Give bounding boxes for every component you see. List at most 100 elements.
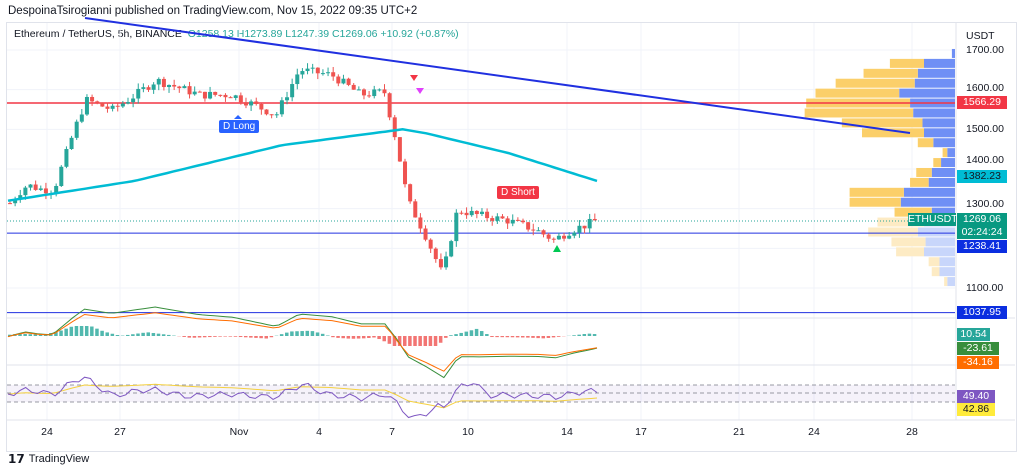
macd-histogram-bar bbox=[105, 332, 109, 336]
volume-profile-up bbox=[891, 237, 926, 247]
volume-profile-down bbox=[900, 197, 955, 207]
candle-body bbox=[346, 78, 351, 85]
candle-body bbox=[315, 67, 320, 74]
macd-histogram-bar bbox=[361, 336, 366, 339]
candle-body bbox=[474, 210, 479, 215]
macd-histogram-bar bbox=[23, 333, 27, 336]
currency-label: USDT bbox=[966, 30, 995, 42]
candle-body bbox=[562, 235, 567, 239]
candle-body bbox=[305, 68, 310, 72]
support-price-tag: 1238.41 bbox=[957, 240, 1007, 253]
candle-body bbox=[377, 89, 382, 91]
volume-profile-up bbox=[944, 277, 948, 287]
macd-histogram-bar bbox=[459, 332, 463, 336]
candle-body bbox=[192, 91, 197, 95]
price-tick: 1100.00 bbox=[966, 282, 1004, 294]
candle-body bbox=[23, 187, 28, 196]
macd-histogram-bar bbox=[28, 334, 33, 336]
candle-body bbox=[341, 78, 346, 84]
candle-body bbox=[202, 91, 207, 99]
candle-body bbox=[403, 161, 408, 185]
volume-profile-up bbox=[863, 68, 918, 78]
volume-profile-down bbox=[924, 247, 955, 257]
symbol-name[interactable]: Ethereum / TetherUS, 5h, BINANCE bbox=[14, 28, 182, 40]
d-short-label: D Short bbox=[497, 186, 539, 199]
candle-body bbox=[310, 67, 315, 69]
candle-body bbox=[84, 96, 89, 115]
candle-body bbox=[79, 114, 84, 122]
macd-histogram-bar bbox=[238, 336, 243, 338]
candle-body bbox=[479, 211, 484, 215]
candle-body bbox=[64, 149, 69, 167]
macd-histogram-bar bbox=[541, 336, 546, 339]
volume-profile-down bbox=[914, 78, 955, 88]
macd-histogram-bar bbox=[531, 336, 535, 338]
candle-body bbox=[515, 219, 520, 221]
price-tick: 1300.00 bbox=[966, 198, 1004, 210]
macd-histogram-bar bbox=[392, 336, 397, 346]
moving-average-line bbox=[7, 128, 598, 202]
macd-histogram-bar bbox=[95, 328, 99, 336]
candle-body bbox=[115, 105, 120, 107]
volume-profile-up bbox=[849, 187, 904, 197]
volume-profile-up bbox=[933, 158, 942, 168]
macd-histogram-bar bbox=[572, 335, 576, 336]
candle-body bbox=[13, 199, 18, 204]
time-axis-label: 4 bbox=[316, 426, 322, 438]
candle-body bbox=[449, 241, 454, 257]
volume-profile-down bbox=[913, 108, 955, 118]
symbol-tag: ETHUSDT bbox=[908, 213, 958, 226]
candle-body bbox=[74, 121, 79, 138]
macd-histogram-bar bbox=[100, 330, 104, 336]
rsi-ma-line bbox=[7, 383, 598, 409]
macd-histogram-bar bbox=[449, 335, 453, 336]
candle-body bbox=[454, 212, 459, 242]
macd-histogram-bar bbox=[592, 334, 597, 336]
volume-profile-down bbox=[947, 277, 955, 287]
last-price-tag: 1269.06 bbox=[957, 213, 1007, 226]
price-tick: 1700.00 bbox=[966, 44, 1004, 56]
chart-frame bbox=[6, 22, 1017, 452]
candle-body bbox=[356, 89, 361, 91]
macd-histogram-bar bbox=[146, 332, 151, 336]
candle-body bbox=[95, 101, 100, 103]
macd-histogram-bar bbox=[295, 331, 299, 336]
candle-body bbox=[69, 137, 74, 150]
candle-body bbox=[249, 101, 254, 106]
volume-profile-up bbox=[804, 108, 914, 118]
macd-histogram-bar bbox=[223, 336, 227, 337]
volume-profile-down bbox=[917, 227, 955, 237]
volume-profile-up bbox=[849, 197, 901, 207]
macd-histogram-bar bbox=[269, 336, 274, 338]
candle-body bbox=[131, 98, 136, 103]
macd-histogram-bar bbox=[428, 336, 433, 346]
volume-profile-down bbox=[931, 207, 955, 217]
macd-histogram-bar bbox=[356, 336, 361, 339]
signal-marker-icon bbox=[416, 88, 424, 94]
volume-profile-up bbox=[894, 207, 932, 217]
macd-histogram-bar bbox=[500, 336, 504, 338]
candle-body bbox=[208, 91, 213, 99]
macd-histogram-bar bbox=[187, 336, 192, 338]
candle-body bbox=[33, 184, 38, 190]
candle-body bbox=[382, 89, 387, 94]
macd-histogram-bar bbox=[413, 336, 417, 346]
candle-body bbox=[444, 256, 449, 268]
macd-histogram-bar bbox=[141, 332, 145, 336]
candle-body bbox=[141, 87, 146, 89]
volume-profile-up bbox=[916, 167, 932, 177]
candle-body bbox=[551, 238, 556, 240]
macd-histogram-bar bbox=[526, 336, 530, 338]
macd-histogram-bar bbox=[469, 330, 474, 336]
candle-body bbox=[264, 109, 269, 115]
macd-histogram-bar bbox=[197, 336, 202, 338]
macd-histogram-bar bbox=[536, 336, 540, 339]
macd-histogram-bar bbox=[125, 334, 130, 336]
candle-body bbox=[254, 101, 259, 105]
candle-body bbox=[197, 91, 202, 93]
candle-body bbox=[505, 218, 510, 224]
macd-histogram-bar bbox=[115, 335, 120, 336]
macd-histogram-bar bbox=[264, 336, 268, 339]
macd-histogram-bar bbox=[279, 334, 284, 336]
